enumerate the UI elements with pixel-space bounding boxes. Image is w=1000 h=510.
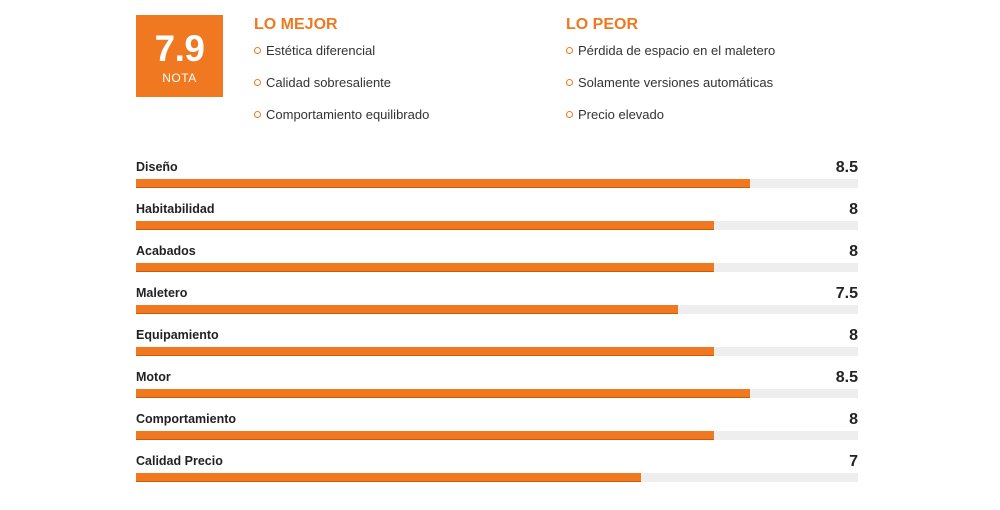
- rating-value: 8: [849, 201, 858, 218]
- best-section: LO MEJOR Estética diferencial Calidad so…: [254, 15, 429, 139]
- best-item-text: Comportamiento equilibrado: [266, 107, 430, 122]
- rating-bar-track: [136, 263, 858, 272]
- rating-value: 8: [849, 243, 858, 260]
- worst-title: LO PEOR: [566, 16, 639, 33]
- rating-value: 8.5: [835, 369, 858, 386]
- rating-value: 8.5: [835, 159, 858, 176]
- circle-bullet-icon: [254, 111, 261, 118]
- circle-bullet-icon: [254, 79, 261, 86]
- rating-bar-track: [136, 473, 858, 482]
- rating-bar-track: [136, 389, 858, 398]
- rating-row: Motor 8.5: [136, 368, 858, 410]
- best-item-text: Estética diferencial: [266, 43, 376, 58]
- rating-bar-track: [136, 221, 858, 230]
- rating-bar-fill: [136, 179, 750, 188]
- worst-item-text: Precio elevado: [578, 107, 664, 122]
- rating-value: 7.5: [835, 285, 858, 302]
- rating-bar-track: [136, 305, 858, 314]
- rating-bar-track: [136, 347, 858, 356]
- worst-item-text: Solamente versiones automáticas: [578, 75, 774, 90]
- rating-bar-fill: [136, 473, 642, 482]
- rating-label: Motor: [136, 370, 171, 384]
- rating-row: Habitabilidad 8: [136, 200, 858, 242]
- rating-row: Comportamiento 8: [136, 410, 858, 452]
- rating-bar-fill: [136, 431, 714, 440]
- best-item-text: Calidad sobresaliente: [266, 75, 392, 90]
- best-item: Estética diferencial: [254, 43, 429, 75]
- rating-row: Diseño 8.5: [136, 158, 858, 200]
- rating-label: Comportamiento: [136, 412, 236, 426]
- worst-section: LO PEOR Pérdida de espacio en el maleter…: [566, 15, 775, 139]
- circle-bullet-icon: [254, 47, 261, 54]
- worst-item: Pérdida de espacio en el maletero: [566, 43, 775, 75]
- worst-item: Precio elevado: [566, 107, 775, 139]
- best-title: LO MEJOR: [254, 16, 338, 33]
- score-label: NOTA: [162, 71, 197, 85]
- rating-row: Equipamiento 8: [136, 326, 858, 368]
- rating-bar-fill: [136, 263, 714, 272]
- rating-bar-fill: [136, 347, 714, 356]
- score-value: 7.9: [154, 28, 205, 69]
- worst-item-text: Pérdida de espacio en el maletero: [578, 43, 776, 58]
- rating-label: Acabados: [136, 244, 196, 258]
- rating-row: Maletero 7.5: [136, 284, 858, 326]
- rating-bar-fill: [136, 389, 750, 398]
- rating-label: Calidad Precio: [136, 454, 223, 468]
- ratings-list: Diseño 8.5 Habitabilidad 8 Acabados 8 Ma…: [136, 158, 858, 494]
- best-item: Comportamiento equilibrado: [254, 107, 429, 139]
- rating-label: Equipamiento: [136, 328, 219, 342]
- rating-row: Acabados 8: [136, 242, 858, 284]
- worst-list: Pérdida de espacio en el maletero Solame…: [566, 43, 775, 139]
- best-item: Calidad sobresaliente: [254, 75, 429, 107]
- rating-value: 8: [849, 411, 858, 428]
- rating-label: Habitabilidad: [136, 202, 215, 216]
- rating-bar-fill: [136, 221, 714, 230]
- circle-bullet-icon: [566, 47, 573, 54]
- best-list: Estética diferencial Calidad sobresalien…: [254, 43, 429, 139]
- rating-row: Calidad Precio 7: [136, 452, 858, 494]
- rating-bar-track: [136, 179, 858, 188]
- rating-label: Diseño: [136, 160, 178, 174]
- circle-bullet-icon: [566, 111, 573, 118]
- circle-bullet-icon: [566, 79, 573, 86]
- worst-item: Solamente versiones automáticas: [566, 75, 775, 107]
- rating-value: 8: [849, 327, 858, 344]
- rating-label: Maletero: [136, 286, 188, 300]
- rating-bar-track: [136, 431, 858, 440]
- rating-bar-fill: [136, 305, 678, 314]
- score-badge: 7.9 NOTA: [136, 15, 223, 97]
- rating-value: 7: [849, 453, 858, 470]
